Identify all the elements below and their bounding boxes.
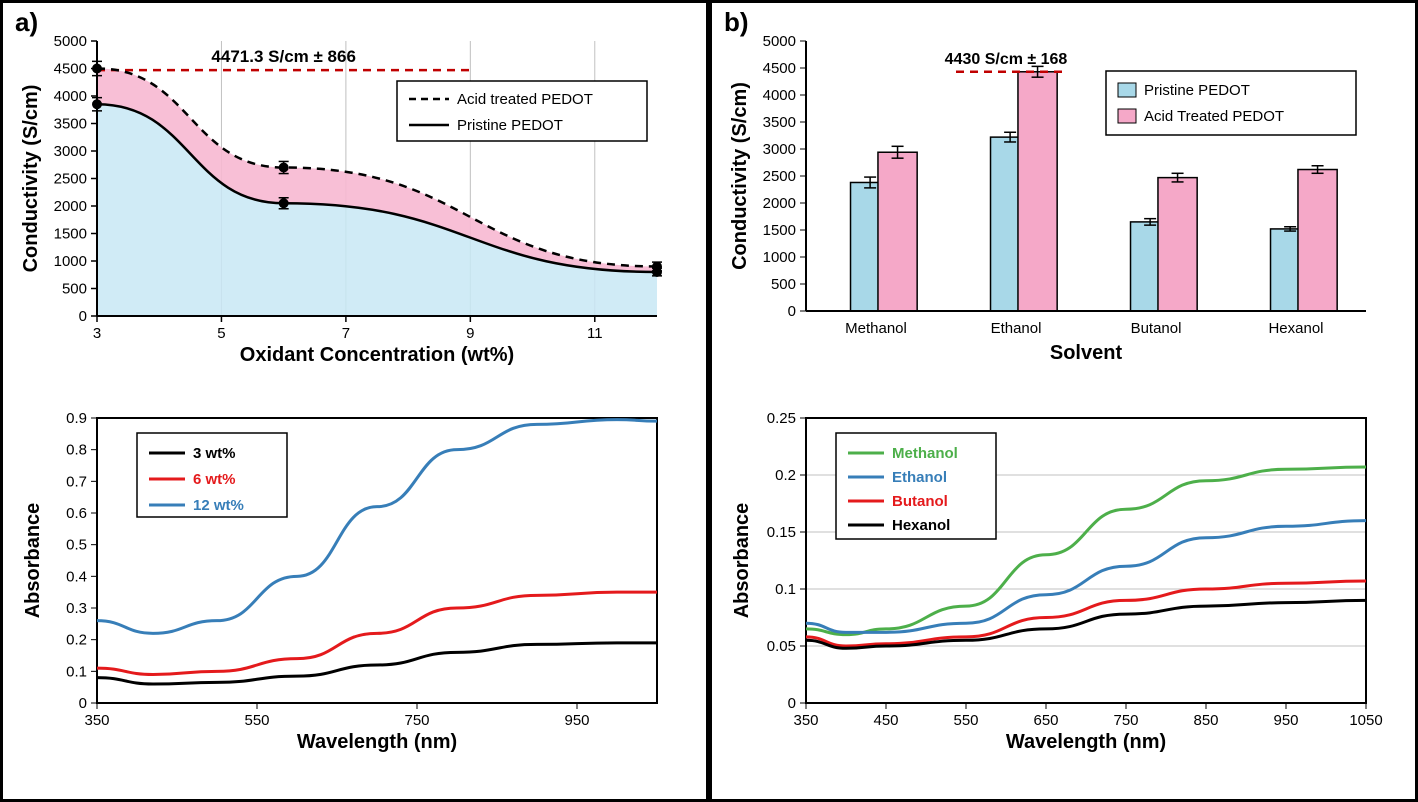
svg-text:Butanol: Butanol [1131,320,1182,337]
svg-text:3000: 3000 [54,143,87,160]
svg-text:Hexanol: Hexanol [1268,320,1323,337]
svg-text:Methanol: Methanol [845,320,907,337]
svg-text:Wavelength (nm): Wavelength (nm) [1006,731,1166,753]
svg-text:Conductivity (S/cm): Conductivity (S/cm) [729,82,751,270]
svg-text:4430 S/cm ± 168: 4430 S/cm ± 168 [945,51,1068,68]
chart-a-bottom: 0 0.1 0.2 0.3 0.4 0.5 0.6 0.7 0.8 0.9 350 550 750 950… [17,398,692,785]
svg-text:11: 11 [587,325,603,342]
svg-text:950: 950 [1273,712,1298,729]
svg-text:Pristine PEDOT: Pristine PEDOT [1144,82,1250,99]
svg-text:0.3: 0.3 [66,600,87,617]
svg-text:2000: 2000 [763,195,796,212]
svg-text:2500: 2500 [763,168,796,185]
svg-text:2000: 2000 [54,198,87,215]
svg-text:6 wt%: 6 wt% [193,471,236,488]
svg-text:3: 3 [93,325,101,342]
svg-text:500: 500 [771,276,796,293]
svg-text:0.6: 0.6 [66,505,87,522]
svg-text:5000: 5000 [763,33,796,50]
svg-text:0: 0 [79,308,87,325]
svg-text:0.7: 0.7 [66,473,87,490]
svg-text:4000: 4000 [763,87,796,104]
svg-text:5: 5 [217,325,225,342]
chart-b-top: 0 500 1000 1500 2000 2500 3000 3500 4000 4500 5000… [726,11,1401,398]
svg-text:0: 0 [788,303,796,320]
svg-text:5000: 5000 [54,33,87,50]
svg-text:Hexanol: Hexanol [892,517,950,534]
svg-text:Butanol: Butanol [892,493,948,510]
svg-text:Absorbance: Absorbance [22,503,44,619]
svg-text:450: 450 [873,712,898,729]
svg-text:Pristine PEDOT: Pristine PEDOT [457,117,563,134]
chart-a-top: 0 500 1000 1500 2000 2500 3000 3500 4000 4500 5000… [17,11,692,398]
svg-text:1050: 1050 [1349,712,1382,729]
svg-text:1500: 1500 [54,226,87,243]
svg-text:Ethanol: Ethanol [991,320,1042,337]
svg-text:3 wt%: 3 wt% [193,445,236,462]
svg-text:0.5: 0.5 [66,537,87,554]
svg-text:650: 650 [1033,712,1058,729]
svg-text:4500: 4500 [54,61,87,78]
svg-text:0.05: 0.05 [767,638,796,655]
svg-text:350: 350 [84,712,109,729]
svg-text:750: 750 [404,712,429,729]
svg-text:1000: 1000 [763,249,796,266]
svg-text:7: 7 [342,325,350,342]
svg-text:0.2: 0.2 [66,632,87,649]
figure-root: a) 0500100015002000250030003500400045005… [0,0,1418,802]
svg-text:0: 0 [79,695,87,712]
svg-text:Acid treated PEDOT: Acid treated PEDOT [457,91,593,108]
svg-text:1500: 1500 [763,222,796,239]
svg-text:Methanol: Methanol [892,445,958,462]
chart-b-bottom: 0 0.05 0.1 0.15 0.2 0.25 350 450 550 650 750 850 950… [726,398,1401,785]
svg-text:0.4: 0.4 [66,568,87,585]
svg-text:0.2: 0.2 [775,467,796,484]
svg-text:4000: 4000 [54,88,87,105]
svg-text:Ethanol: Ethanol [892,469,947,486]
svg-text:9: 9 [466,325,474,342]
svg-text:Acid Treated PEDOT: Acid Treated PEDOT [1144,108,1284,125]
svg-text:Wavelength (nm): Wavelength (nm) [297,731,457,753]
svg-text:Solvent: Solvent [1050,342,1123,364]
panel-a: a) 0500100015002000250030003500400045005… [0,0,709,802]
svg-text:3000: 3000 [763,141,796,158]
svg-text:950: 950 [564,712,589,729]
svg-text:550: 550 [953,712,978,729]
svg-text:3500: 3500 [54,116,87,133]
svg-text:12 wt%: 12 wt% [193,497,244,514]
svg-text:1000: 1000 [54,253,87,270]
svg-text:850: 850 [1193,712,1218,729]
svg-text:4471.3 S/cm ± 866: 4471.3 S/cm ± 866 [211,47,356,66]
svg-text:4500: 4500 [763,60,796,77]
svg-text:0: 0 [788,695,796,712]
svg-text:750: 750 [1113,712,1138,729]
svg-text:0.1: 0.1 [66,663,87,680]
svg-text:0.15: 0.15 [767,524,796,541]
svg-text:Oxidant Concentration (wt%): Oxidant Concentration (wt%) [240,344,514,366]
svg-text:0.1: 0.1 [775,581,796,598]
svg-text:Conductivity (S/cm): Conductivity (S/cm) [20,85,42,273]
svg-text:0.9: 0.9 [66,410,87,427]
svg-text:0.8: 0.8 [66,442,87,459]
svg-text:3500: 3500 [763,114,796,131]
svg-text:2500: 2500 [54,171,87,188]
svg-text:350: 350 [793,712,818,729]
svg-text:500: 500 [62,281,87,298]
svg-text:550: 550 [244,712,269,729]
panel-b: b) 0500100015002000250030003500400045005… [709,0,1418,802]
svg-text:0.25: 0.25 [767,410,796,427]
svg-text:Absorbance: Absorbance [731,503,753,619]
